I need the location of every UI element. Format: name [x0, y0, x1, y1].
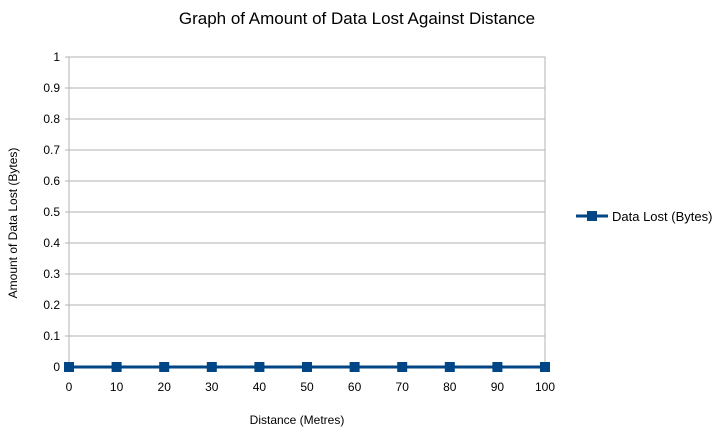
- y-tick-label: 0.4: [43, 236, 60, 250]
- y-tick-label: 0.9: [43, 81, 60, 95]
- y-tick-label: 0.8: [43, 112, 60, 126]
- x-tick-label: 30: [205, 380, 219, 394]
- y-tick-label: 0.3: [43, 267, 60, 281]
- x-tick-label: 90: [491, 380, 505, 394]
- legend: Data Lost (Bytes): [576, 209, 712, 224]
- x-tick-label: 10: [110, 380, 124, 394]
- x-tick-label: 80: [443, 380, 457, 394]
- x-tick-label: 40: [253, 380, 267, 394]
- x-tick-label: 20: [158, 380, 172, 394]
- y-tick-label: 0.7: [43, 143, 60, 157]
- data-point-marker: [254, 362, 265, 372]
- legend-label: Data Lost (Bytes): [612, 209, 712, 224]
- data-point-marker: [349, 362, 360, 372]
- data-point-marker: [159, 362, 170, 372]
- data-point-marker: [206, 362, 217, 372]
- y-tick-label: 0.2: [43, 298, 60, 312]
- data-point-marker: [492, 362, 503, 372]
- x-tick-label: 50: [300, 380, 314, 394]
- data-point-marker: [302, 362, 312, 372]
- y-axis-ticks: 0 0.1 0.2 0.3 0.4 0.5 0.6 0.7 0.8 0.9 1: [43, 50, 69, 374]
- series-layer: [64, 362, 550, 372]
- y-tick-label: 0.6: [43, 174, 60, 188]
- y-tick-label: 0: [53, 360, 60, 374]
- x-tick-label: 0: [66, 380, 73, 394]
- y-tick-label: 0.1: [43, 329, 60, 343]
- y-tick-label: 1: [53, 50, 60, 64]
- x-tick-label: 70: [396, 380, 410, 394]
- data-point-marker: [397, 362, 408, 372]
- data-point-marker: [444, 362, 455, 372]
- x-tick-label: 100: [535, 380, 555, 394]
- data-point-marker: [540, 362, 550, 372]
- chart-title: Graph of Amount of Data Lost Against Dis…: [179, 9, 535, 28]
- legend-marker-swatch: [587, 211, 597, 221]
- y-tick-label: 0.5: [43, 205, 60, 219]
- data-point-marker: [64, 362, 74, 372]
- x-axis-label: Distance (Metres): [250, 413, 345, 427]
- x-tick-label: 60: [348, 380, 362, 394]
- y-axis-label: Amount of Data Lost (Bytes): [6, 148, 20, 299]
- data-point-marker: [111, 362, 122, 372]
- grid-lines: [69, 56, 545, 368]
